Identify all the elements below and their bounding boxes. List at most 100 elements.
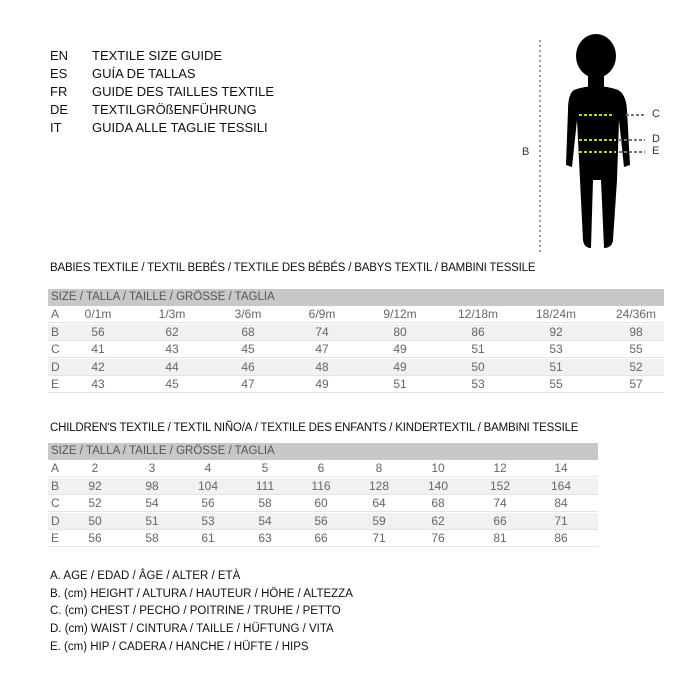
table-cell: 63 bbox=[258, 531, 272, 545]
table-cell: 81 bbox=[493, 531, 507, 545]
table-cell: 116 bbox=[311, 478, 331, 493]
table-cell: 76 bbox=[431, 531, 445, 545]
table-cell: 74 bbox=[493, 496, 507, 510]
table-row: C 52 54 56 58 60 64 68 74 84 bbox=[48, 495, 598, 512]
language-code: EN bbox=[50, 48, 69, 63]
row-label: A bbox=[51, 307, 60, 321]
table-cell: 9/12m bbox=[383, 307, 417, 321]
row-label: B bbox=[51, 478, 60, 493]
table-cell: 68 bbox=[241, 324, 255, 339]
table-row: B 92 98 104 111 116 128 140 152 164 bbox=[48, 477, 598, 495]
table-cell: 59 bbox=[372, 513, 386, 528]
table-header: SIZE / TALLA / TAILLE / GRÖSSE / TAGLIA bbox=[48, 443, 598, 460]
table-cell: 74 bbox=[315, 324, 329, 339]
table-row: D 42 44 46 48 49 50 51 52 bbox=[48, 358, 664, 376]
table-cell: 64 bbox=[372, 496, 386, 510]
table-cell: 49 bbox=[393, 359, 407, 374]
language-code: ES bbox=[50, 66, 68, 81]
child-silhouette-icon bbox=[566, 34, 630, 248]
table-row: D 50 51 53 54 56 59 62 66 71 bbox=[48, 512, 598, 530]
table-cell: 51 bbox=[145, 513, 159, 528]
table-cell: 164 bbox=[550, 478, 572, 493]
table-cell: 62 bbox=[431, 513, 445, 528]
table-header: SIZE / TALLA / TAILLE / GRÖSSE / TAGLIA bbox=[48, 289, 664, 306]
child-silhouette-figure bbox=[539, 34, 645, 252]
row-label: C bbox=[51, 342, 60, 356]
table-cell: 128 bbox=[368, 478, 390, 493]
table-cell: 66 bbox=[314, 531, 328, 545]
language-title: GUIDE DES TAILLES TEXTILE bbox=[92, 84, 275, 99]
table-cell: 6/9m bbox=[308, 307, 336, 321]
table-row: E 43 45 47 49 51 53 55 57 bbox=[48, 376, 664, 393]
table-cell: 58 bbox=[145, 531, 159, 545]
table-cell: 92 bbox=[88, 478, 102, 493]
table-cell: 152 bbox=[489, 478, 511, 493]
table-cell: 98 bbox=[145, 478, 159, 493]
table-cell: 14 bbox=[554, 461, 568, 475]
table-cell: 49 bbox=[393, 342, 407, 356]
table-cell: 51 bbox=[549, 359, 563, 374]
table-cell: 4 bbox=[204, 461, 212, 475]
legend-item: C. (cm) CHEST / PECHO / POITRINE / TRUHE… bbox=[50, 605, 341, 618]
table-cell: 41 bbox=[91, 342, 105, 356]
table-row: A 2 3 4 5 6 8 10 12 14 bbox=[48, 460, 598, 477]
language-title: TEXTILE SIZE GUIDE bbox=[92, 48, 223, 63]
row-label: E bbox=[51, 377, 60, 391]
table-cell: 0/1m bbox=[84, 307, 112, 321]
label-c: C bbox=[652, 108, 660, 120]
table-cell: 53 bbox=[471, 377, 485, 391]
table-cell: 47 bbox=[241, 377, 255, 391]
table-cell: 48 bbox=[315, 359, 329, 374]
table-cell: 62 bbox=[165, 324, 179, 339]
table-cell: 71 bbox=[372, 531, 386, 545]
row-label: B bbox=[51, 324, 60, 339]
language-code: DE bbox=[50, 102, 69, 117]
table-cell: 53 bbox=[549, 342, 563, 356]
table-cell: 49 bbox=[315, 377, 329, 391]
table-cell: 55 bbox=[549, 377, 563, 391]
table-cell: 43 bbox=[91, 377, 105, 391]
language-title: GUÍA DE TALLAS bbox=[92, 66, 196, 81]
table-cell: 56 bbox=[201, 496, 215, 510]
table-cell: 54 bbox=[258, 513, 272, 528]
table-cell: 12/18m bbox=[457, 307, 499, 321]
legend-item: E. (cm) HIP / CADERA / HANCHE / HÜFTE / … bbox=[50, 640, 309, 653]
table-cell: 54 bbox=[145, 496, 159, 510]
row-label: E bbox=[51, 531, 60, 545]
table-cell: 52 bbox=[629, 359, 643, 374]
table-cell: 51 bbox=[471, 342, 485, 356]
table-cell: 68 bbox=[431, 496, 445, 510]
table-cell: 51 bbox=[393, 377, 407, 391]
table-cell: 46 bbox=[241, 359, 255, 374]
table-cell: 55 bbox=[629, 342, 643, 356]
table-cell: 52 bbox=[88, 496, 102, 510]
table-cell: 84 bbox=[554, 496, 568, 510]
row-label: D bbox=[51, 359, 60, 374]
table-cell: 5 bbox=[261, 461, 269, 475]
language-title: GUIDA ALLE TAGLIE TESSILI bbox=[92, 120, 268, 135]
table-cell: 3/6m bbox=[234, 307, 262, 321]
table-cell: 86 bbox=[554, 531, 568, 545]
table-cell: 80 bbox=[393, 324, 407, 339]
label-b: B bbox=[522, 146, 530, 158]
legend-item: B. (cm) HEIGHT / ALTURA / HAUTEUR / HÖHE… bbox=[50, 587, 353, 600]
language-code: IT bbox=[50, 120, 62, 135]
table-cell: 47 bbox=[315, 342, 329, 356]
row-label: C bbox=[51, 496, 60, 510]
table-cell: 58 bbox=[258, 496, 272, 510]
table-cell: 18/24m bbox=[535, 307, 577, 321]
babies-section-title: BABIES TEXTILE / TEXTIL BEBÉS / TEXTILE … bbox=[50, 262, 536, 274]
language-code: FR bbox=[50, 84, 68, 99]
table-cell: 3 bbox=[148, 461, 156, 475]
table-cell: 43 bbox=[165, 342, 179, 356]
table-cell: 50 bbox=[471, 359, 485, 374]
legend-item: A. AGE / EDAD / ÂGE / ALTER / ETÀ bbox=[50, 570, 241, 582]
table-cell: 6 bbox=[317, 461, 325, 475]
table-row: A 0/1m 1/3m 3/6m 6/9m 9/12m 12/18m 18/24m 24/36m bbox=[48, 306, 664, 323]
table-cell: 53 bbox=[201, 513, 215, 528]
label-e: E bbox=[652, 145, 660, 157]
language-title: TEXTILGRÖßENFÜHRUNG bbox=[92, 102, 257, 117]
table-row: E 56 58 61 63 66 71 76 81 86 bbox=[48, 530, 598, 547]
table-cell: 56 bbox=[88, 531, 102, 545]
